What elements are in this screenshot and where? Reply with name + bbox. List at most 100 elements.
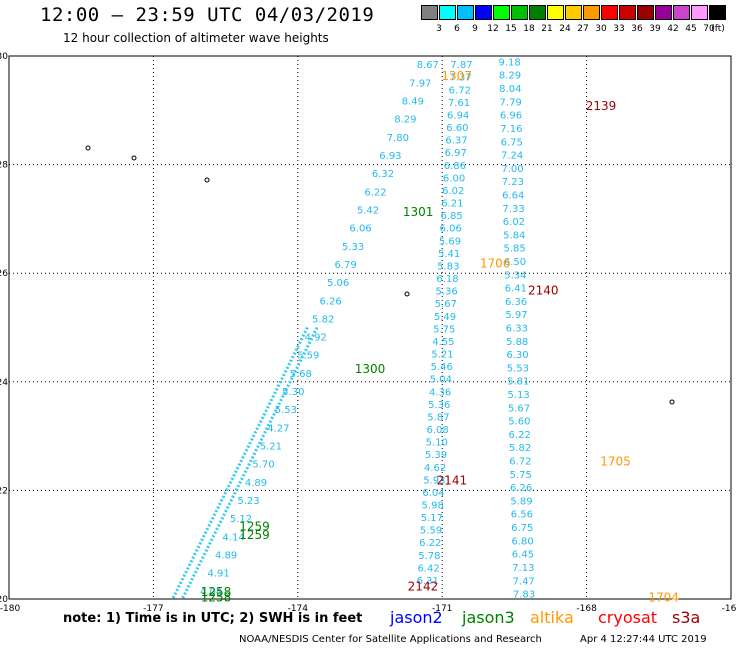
chart-subtitle: 12 hour collection of altimeter wave hei… xyxy=(63,31,329,45)
wave-height-value: 8.67 xyxy=(417,60,439,71)
dense-track xyxy=(171,326,309,600)
wave-height-value: 5.59 xyxy=(420,526,442,537)
wave-height-value: 4.27 xyxy=(267,423,289,434)
island-outline xyxy=(404,291,410,297)
wave-height-value: 6.93 xyxy=(379,151,401,162)
wave-height-value: 6.26 xyxy=(320,296,342,307)
wave-height-value: 6.41 xyxy=(505,284,527,295)
legend-label: 70 xyxy=(703,24,715,34)
wave-height-value: 5.17 xyxy=(421,513,443,524)
wave-height-value: 6.94 xyxy=(447,110,469,121)
wave-height-value: 6.60 xyxy=(446,123,468,134)
wave-height-value: 5.36 xyxy=(436,287,458,298)
legend-label: 36 xyxy=(631,24,643,34)
wave-height-value: 6.75 xyxy=(511,523,533,534)
wave-height-value: 5.34 xyxy=(504,270,526,281)
wave-height-value: 5.04 xyxy=(430,375,452,386)
wave-height-value: 6.80 xyxy=(511,536,533,547)
legend-swatch xyxy=(691,5,708,20)
wave-height-value: 7.00 xyxy=(501,164,523,175)
wave-height-value: 6.97 xyxy=(445,148,467,159)
wave-height-value: 5.75 xyxy=(433,324,455,335)
wave-height-value: 5.46 xyxy=(431,362,453,373)
wave-height-value: 5.84 xyxy=(503,230,525,241)
wave-height-value: 6.00 xyxy=(443,173,465,184)
wave-height-value: 5.82 xyxy=(312,314,334,325)
wave-height-value: 5.93 xyxy=(423,475,445,486)
wave-height-value: 6.72 xyxy=(449,85,471,96)
legend-unit: (ft) xyxy=(711,24,725,34)
wave-height-value: 7.33 xyxy=(502,204,524,215)
legend-swatch xyxy=(529,5,546,20)
wave-height-value: 6.18 xyxy=(436,274,458,285)
wave-height-value: 5.39 xyxy=(425,450,447,461)
wave-height-value: 6.75 xyxy=(501,137,523,148)
generated-timestamp: Apr 4 12:27:44 UTC 2019 xyxy=(580,634,707,645)
legend-label: 6 xyxy=(454,24,460,34)
map-frame xyxy=(8,55,732,600)
wave-height-value: 6.04 xyxy=(422,488,444,499)
satellite-cryosat: cryosat xyxy=(598,608,658,627)
wave-height-value: 6.21 xyxy=(441,199,463,210)
wave-height-value: 5.30 xyxy=(282,387,304,398)
legend-swatch xyxy=(619,5,636,20)
wave-height-value: 5.12 xyxy=(230,514,252,525)
wave-height-value: 5.53 xyxy=(507,363,529,374)
wave-height-value: 5.36 xyxy=(428,400,450,411)
wave-height-value: 6.56 xyxy=(511,510,533,521)
footer-note: note: 1) Time is in UTC; 2) SWH is in fe… xyxy=(63,611,363,626)
wave-height-value: 7.16 xyxy=(500,124,522,135)
wave-height-value: 6.64 xyxy=(502,190,524,201)
x-tick-label: -177 xyxy=(143,604,163,614)
legend-swatch xyxy=(439,5,456,20)
legend-swatch xyxy=(511,5,528,20)
pass-time-label: 1300 xyxy=(355,362,386,376)
wave-height-value: 5.59 xyxy=(297,351,319,362)
wave-height-value: 6.45 xyxy=(512,550,534,561)
wave-height-value: 5.85 xyxy=(504,244,526,255)
x-tick-label: -180 xyxy=(0,604,20,614)
wave-height-value: 8.29 xyxy=(499,71,521,82)
wave-height-value: 5.60 xyxy=(508,417,530,428)
wave-height-value: 6.22 xyxy=(419,538,441,549)
wave-height-value: 7.24 xyxy=(501,151,523,162)
wave-height-value: 5.49 xyxy=(434,312,456,323)
wave-height-value: 6.22 xyxy=(364,187,386,198)
legend-swatch xyxy=(583,5,600,20)
dense-track xyxy=(180,326,319,600)
wave-height-value: 5.87 xyxy=(427,412,449,423)
legend-label: 42 xyxy=(667,24,679,34)
wave-height-value: 6.42 xyxy=(417,563,439,574)
wave-height-value: 5.98 xyxy=(422,501,444,512)
y-tick-label: 20 xyxy=(0,595,8,605)
legend-swatch xyxy=(457,5,474,20)
legend-swatch xyxy=(475,5,492,20)
wave-height-value: 7.23 xyxy=(502,177,524,188)
y-tick-label: 22 xyxy=(0,486,8,496)
wave-height-value: 6.08 xyxy=(426,425,448,436)
wave-height-value: 4.89 xyxy=(245,478,267,489)
wave-height-value: 7.47 xyxy=(513,576,535,587)
pass-time-label: 1706 xyxy=(480,256,511,270)
wave-height-value: 6.72 xyxy=(509,457,531,468)
satellite-s3a: s3a xyxy=(672,608,701,627)
wave-height-value: 8.04 xyxy=(499,84,521,95)
legend-label: 12 xyxy=(487,24,499,34)
legend-label: 30 xyxy=(595,24,607,34)
wave-height-value: 4.89 xyxy=(215,551,237,562)
legend-swatch xyxy=(655,5,672,20)
legend-swatch xyxy=(637,5,654,20)
wave-height-value: 6.02 xyxy=(503,217,525,228)
legend-swatch xyxy=(547,5,564,20)
color-legend: 3 6 9 12 15 18 21 24 27 30 33 36 39 42 45 70 (ft) xyxy=(421,5,729,39)
wave-height-value: 5.81 xyxy=(507,377,529,388)
wave-height-value: 6.96 xyxy=(500,111,522,122)
credit-line: NOAA/NESDIS Center for Satellite Applica… xyxy=(239,634,542,645)
wave-height-value: 6.79 xyxy=(334,260,356,271)
wave-height-value: 5.67 xyxy=(435,299,457,310)
wave-height-value: 6.06 xyxy=(440,224,462,235)
wave-height-value: 5.67 xyxy=(508,403,530,414)
wave-height-value: 6.86 xyxy=(444,161,466,172)
wave-height-value: 7.87 xyxy=(450,60,472,71)
legend-label: 21 xyxy=(541,24,553,34)
